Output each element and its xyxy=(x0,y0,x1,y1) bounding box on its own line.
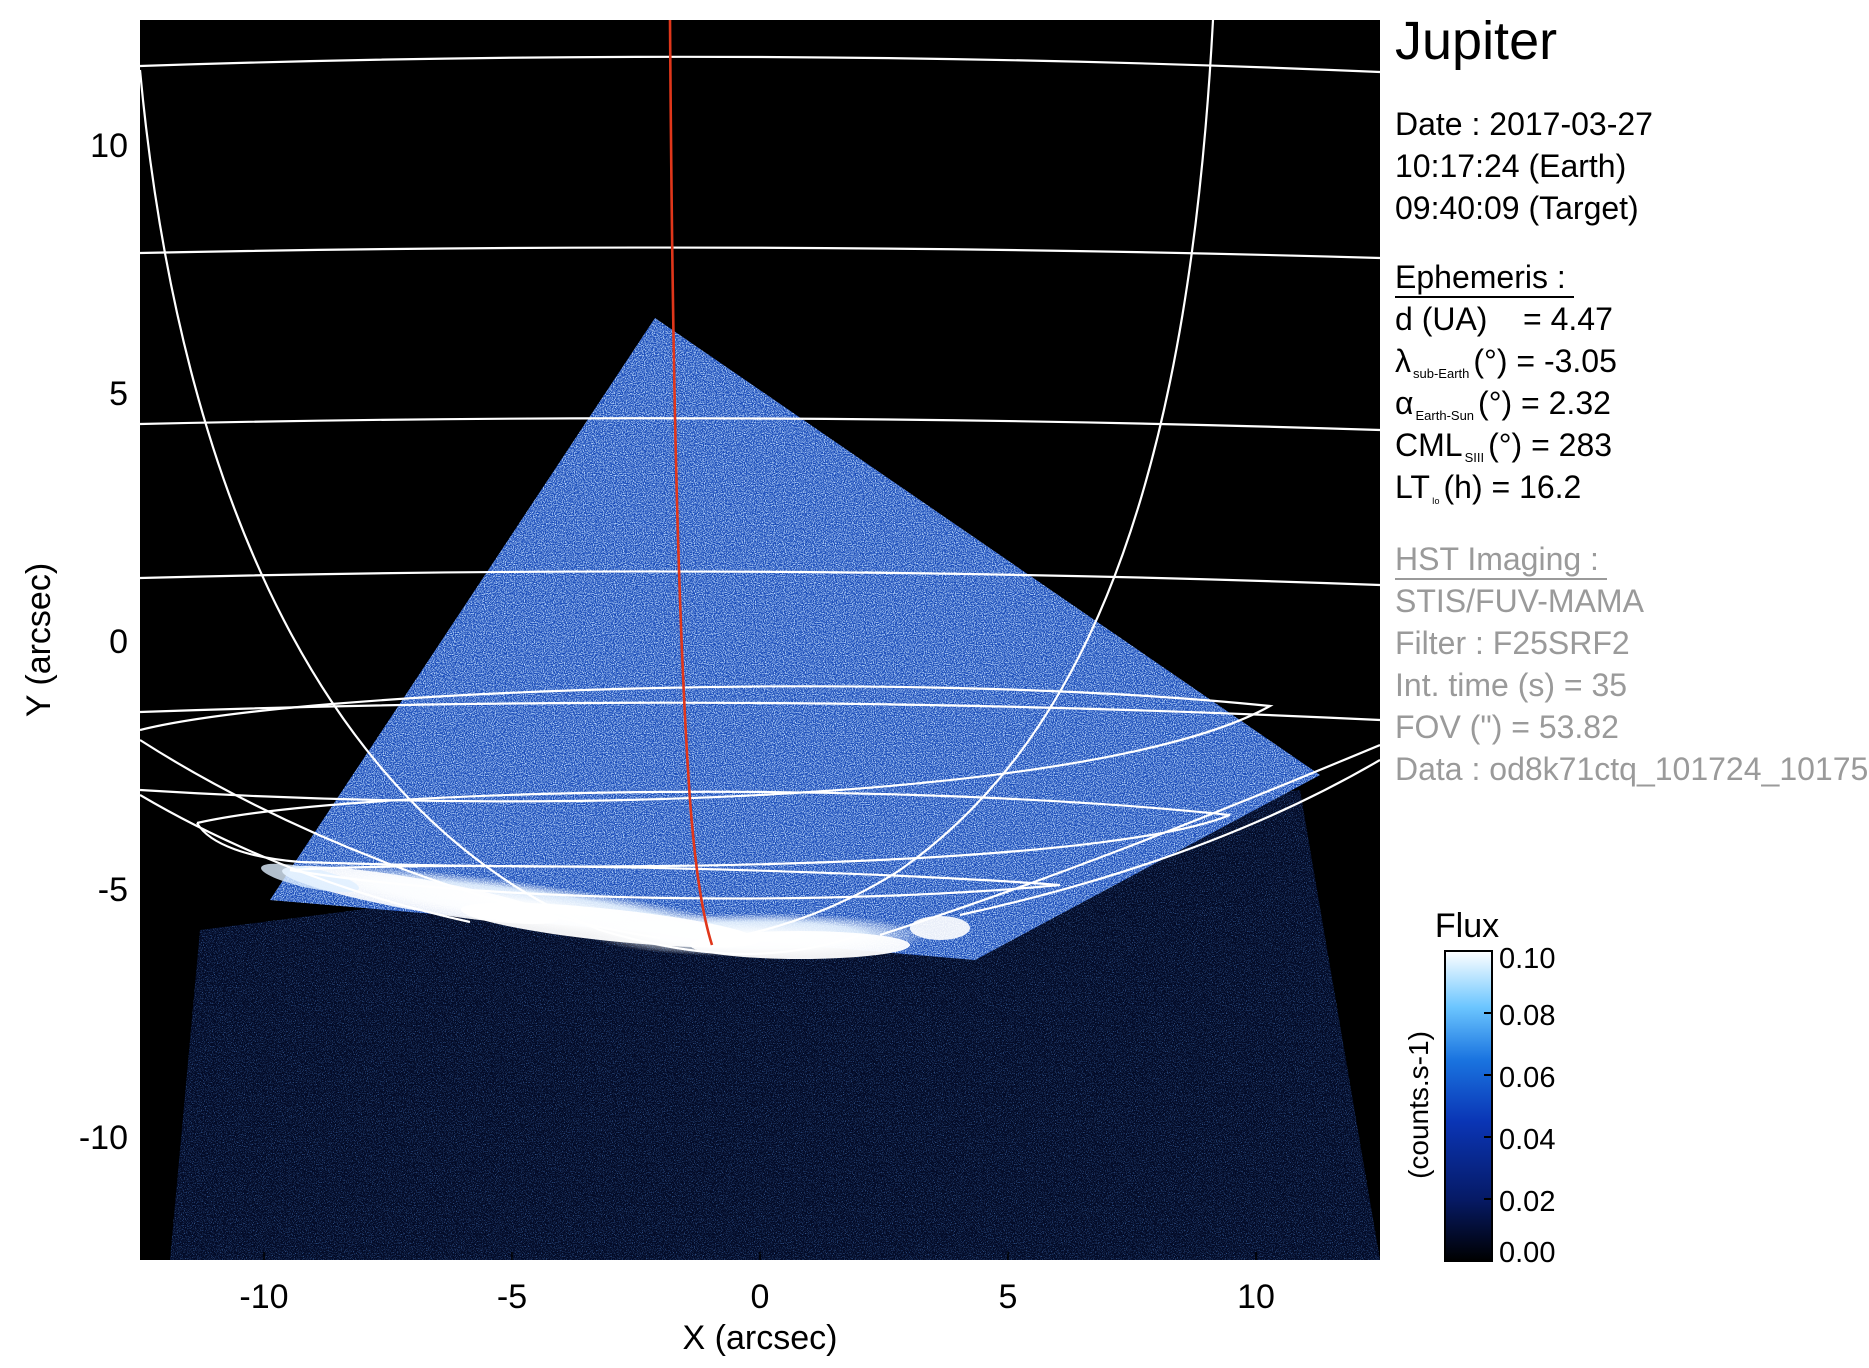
earth-time: 10:17:24 (Earth) xyxy=(1395,148,1627,184)
ephemeris-cml: CML SIII (°) = 283 xyxy=(1395,427,1613,465)
colorbar-tick-label: 0.04 xyxy=(1499,1124,1555,1156)
ephemeris-heading: Ephemeris : xyxy=(1395,258,1574,298)
ephemeris-distance: d (UA) = 4.47 xyxy=(1395,301,1613,337)
hst-filter: Filter : F25SRF2 xyxy=(1395,625,1630,661)
plot-frame-ticks xyxy=(263,1252,1257,1260)
colorbar-tick-label: 0.08 xyxy=(1499,1000,1555,1032)
plot-image xyxy=(140,20,1380,1260)
colorbar: Flux 0.10 0.08 0.06 0.04 0.02 0.00 (coun… xyxy=(1403,907,1555,1269)
coordinate-grid xyxy=(140,20,1380,956)
ephemeris-block: Ephemeris : d (UA) = 4.47 λ sub-Earth (°) … xyxy=(1395,256,1617,508)
hst-block: HST Imaging : STIS/FUV-MAMA Filter : F25… xyxy=(1395,538,1869,790)
y-tick-label: -10 xyxy=(79,1119,128,1157)
ephemeris-lt: LT Io (h) = 16.2 xyxy=(1395,469,1582,506)
colorbar-tick-label: 0.10 xyxy=(1499,943,1555,975)
meridian-line xyxy=(959,759,1380,917)
colorbar-tick-label: 0.02 xyxy=(1499,1186,1555,1218)
emission-wedge-speckle xyxy=(270,318,1320,960)
latitude-ring xyxy=(140,685,1274,803)
meridian-line xyxy=(689,20,1215,947)
observation-date: Date : 2017-03-27 xyxy=(1395,106,1653,142)
central-meridian-line xyxy=(668,20,714,946)
hst-heading: HST Imaging : xyxy=(1395,540,1607,580)
hst-fov: FOV (") = 53.82 xyxy=(1395,709,1619,745)
colorbar-tick-label: 0.06 xyxy=(1499,1062,1555,1094)
y-axis-ticks: 10 5 0 -5 -10 xyxy=(79,127,128,1157)
planet-title: Jupiter xyxy=(1395,11,1558,71)
latitude-line xyxy=(140,246,1380,260)
meridian-line xyxy=(140,69,861,956)
meridian-line xyxy=(140,794,471,924)
x-tick-label: 5 xyxy=(999,1278,1018,1316)
latitude-line xyxy=(140,417,1380,432)
ephemeris-lambda: λ sub-Earth (°) = -3.05 xyxy=(1395,343,1617,381)
meridian-line xyxy=(140,739,661,940)
y-tick-label: 0 xyxy=(109,623,128,661)
date-block: Date : 2017-03-27 10:17:24 (Earth) 09:40… xyxy=(1395,103,1653,229)
latitude-line xyxy=(140,55,1380,74)
colorbar-units: (counts.s-1) xyxy=(1403,1031,1434,1179)
colorbar-title: Flux xyxy=(1435,907,1499,945)
x-tick-label: 10 xyxy=(1237,1278,1275,1316)
x-tick-label: -10 xyxy=(239,1278,288,1316)
y-axis-title: Y (arcsec) xyxy=(20,563,58,717)
hst-data-file: Data : od8k71ctq_101724_101757 xyxy=(1395,751,1869,787)
meridian-line xyxy=(879,743,1380,937)
x-tick-label: 0 xyxy=(751,1278,770,1316)
colorbar-tick-label: 0.00 xyxy=(1499,1237,1555,1269)
colorbar-gradient xyxy=(1444,950,1493,1262)
y-tick-label: -5 xyxy=(98,871,128,909)
hst-int-time: Int. time (s) = 35 xyxy=(1395,667,1628,703)
colorbar-ticks xyxy=(1484,950,1492,1200)
latitude-line xyxy=(140,701,1380,722)
y-tick-label: 10 xyxy=(90,127,128,165)
ephemeris-alpha: α Earth-Sun (°) = 2.32 xyxy=(1395,385,1611,423)
target-time: 09:40:09 (Target) xyxy=(1395,190,1639,226)
y-tick-label: 5 xyxy=(109,375,128,413)
x-tick-label: -5 xyxy=(497,1278,527,1316)
x-axis-ticks: -10 -5 0 5 10 xyxy=(239,1278,1274,1316)
x-axis-title: X (arcsec) xyxy=(683,1319,838,1357)
hst-instrument: STIS/FUV-MAMA xyxy=(1395,583,1644,619)
latitude-line xyxy=(140,570,1380,587)
